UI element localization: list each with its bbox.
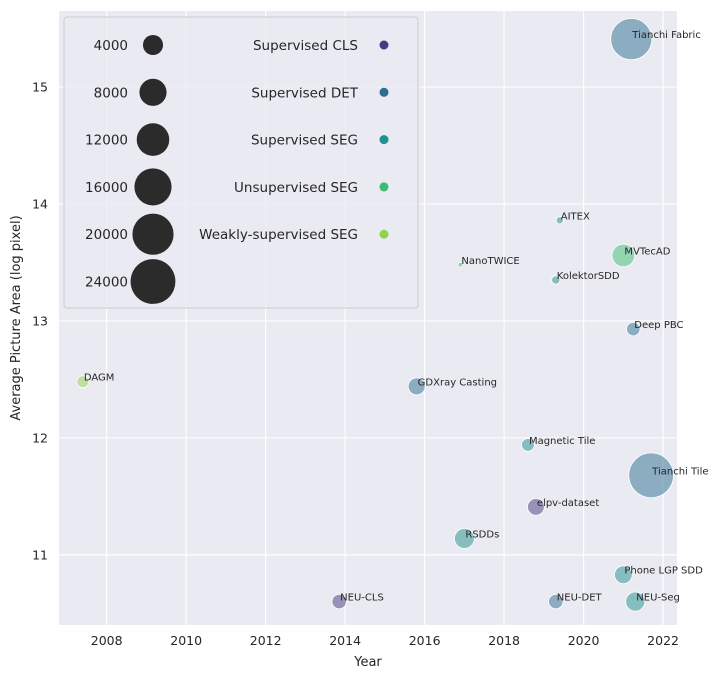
data-point <box>551 275 561 285</box>
y-tick-label: 11 <box>32 547 48 562</box>
size-legend-label: 4000 <box>94 38 128 54</box>
size-legend-label: 24000 <box>85 275 128 291</box>
category-legend-label: Weakly-supervised SEG <box>199 227 358 243</box>
size-legend-marker <box>139 78 167 106</box>
point-label: Phone LGP SDD <box>624 566 703 577</box>
point-label: Magnetic Tile <box>529 436 595 447</box>
size-legend-label: 8000 <box>94 85 128 101</box>
category-legend-marker <box>379 229 389 239</box>
data-point <box>548 593 564 610</box>
size-legend-marker <box>136 123 170 156</box>
y-axis-label: Average Picture Area (log pixel) <box>9 215 24 420</box>
category-legend-label: Supervised DET <box>251 85 358 101</box>
x-tick-label: 2012 <box>250 633 282 648</box>
data-point <box>521 438 535 452</box>
data-point <box>457 261 464 268</box>
data-point <box>610 18 653 61</box>
legend: 4000 8000 12000 16000 20000 24000 Supervised C… <box>63 16 419 309</box>
data-point <box>331 593 347 610</box>
point-label: NanoTWICE <box>461 256 519 267</box>
point-label: Deep PBC <box>634 320 683 331</box>
data-point <box>454 528 475 549</box>
category-legend-label: Supervised SEG <box>251 133 358 149</box>
data-point <box>625 591 646 612</box>
category-legend-marker <box>379 40 389 50</box>
data-point <box>76 375 90 389</box>
data-point <box>407 377 426 396</box>
point-label: Tianchi Tile <box>651 466 708 477</box>
category-legend-marker <box>379 182 389 192</box>
point-label: RSDDs <box>465 529 499 540</box>
point-label: AITEX <box>561 211 590 222</box>
x-axis-label: Year <box>353 655 382 670</box>
data-point <box>628 452 674 499</box>
point-label: elpv-dataset <box>537 498 599 509</box>
category-legend-marker <box>379 87 389 97</box>
data-point <box>611 243 636 268</box>
point-label: DAGM <box>84 373 115 384</box>
size-legend-label: 12000 <box>85 133 128 149</box>
y-tick-label: 13 <box>32 313 48 328</box>
point-label: NEU-Seg <box>636 593 680 604</box>
size-legend-label: 20000 <box>85 227 128 243</box>
data-point <box>555 216 564 225</box>
data-point <box>614 565 633 585</box>
point-label: MVTecAD <box>624 246 670 257</box>
size-legend-label: 16000 <box>85 180 128 196</box>
category-legend-label: Supervised CLS <box>253 38 358 54</box>
point-label: KolektorSDD <box>557 271 620 282</box>
x-tick-label: 2016 <box>409 633 441 648</box>
x-tick-label: 2020 <box>568 633 600 648</box>
x-tick-label: 2008 <box>91 633 123 648</box>
x-tick-label: 2014 <box>329 633 361 648</box>
y-tick-label: 14 <box>32 196 48 211</box>
y-tick-label: 15 <box>32 80 48 95</box>
category-legend-label: Unsupervised SEG <box>234 180 358 196</box>
x-tick-label: 2018 <box>488 633 520 648</box>
size-legend-marker <box>134 168 172 206</box>
y-tick-label: 12 <box>32 430 48 445</box>
size-legend-marker <box>142 34 164 56</box>
size-legend-marker <box>130 259 176 304</box>
size-legend-marker <box>132 213 174 255</box>
y-axis-ticks: 11 12 13 14 15 <box>32 80 48 563</box>
category-legend-marker <box>379 135 389 145</box>
point-label: GDXray Casting <box>418 377 497 388</box>
point-label: NEU-DET <box>557 593 603 604</box>
data-point <box>626 321 641 337</box>
point-label: Tianchi Fabric <box>631 30 701 41</box>
x-axis-ticks: 2008 2010 2012 2014 2016 2018 2020 2022 <box>91 633 679 648</box>
data-points: Tianchi Fabric AITEX MVTecAD NanoTWICE Kolek… <box>76 18 709 612</box>
x-tick-label: 2010 <box>170 633 202 648</box>
x-tick-label: 2022 <box>647 633 679 648</box>
legend-frame <box>63 16 419 309</box>
point-label: NEU-CLS <box>340 593 384 604</box>
data-point <box>527 498 545 516</box>
